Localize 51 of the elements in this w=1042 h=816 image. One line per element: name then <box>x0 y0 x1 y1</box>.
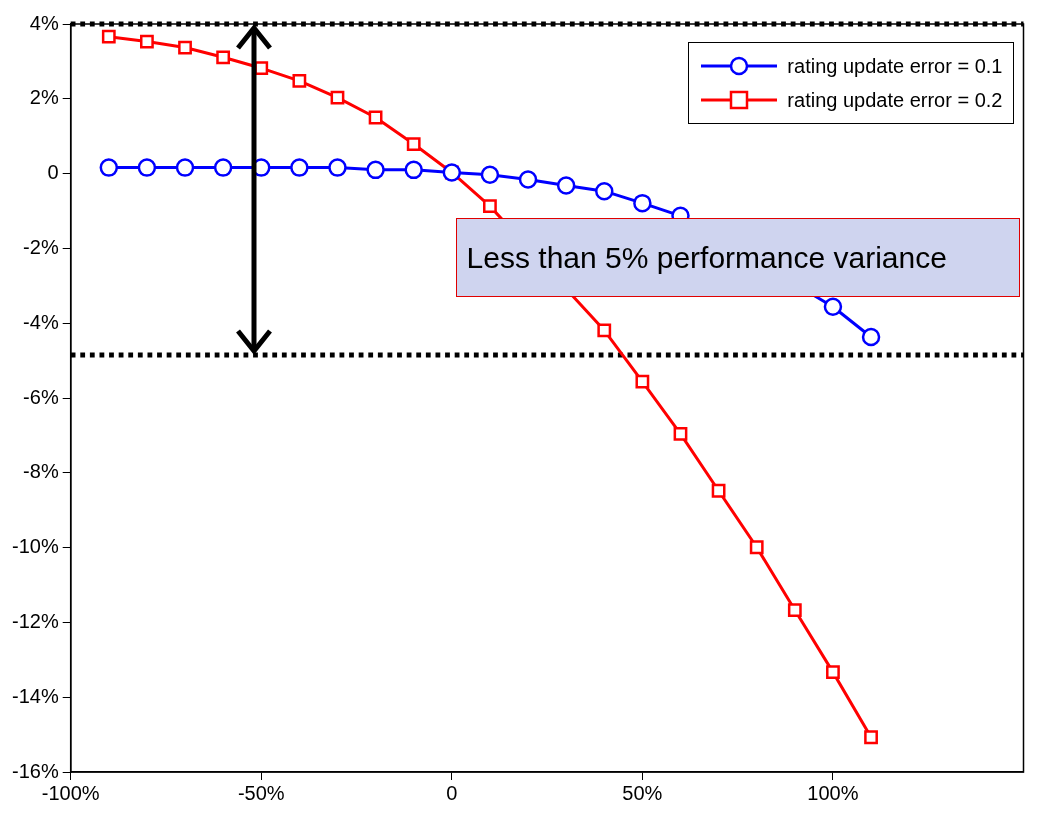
point <box>518 170 538 189</box>
y-tick-label: -16% <box>11 759 59 782</box>
point <box>823 297 843 316</box>
y-tick-label: -8% <box>23 460 59 483</box>
point <box>330 90 345 105</box>
point <box>290 158 309 177</box>
point <box>101 29 116 44</box>
y-tick-label: -12% <box>11 609 59 632</box>
point <box>595 181 614 201</box>
point <box>99 158 119 177</box>
point <box>633 193 652 213</box>
point <box>175 158 195 177</box>
point <box>213 158 233 177</box>
point <box>406 137 421 151</box>
point <box>673 427 688 441</box>
x-tick-label: 100% <box>807 781 859 804</box>
x-tick-label: -50% <box>237 781 285 804</box>
point <box>861 327 881 347</box>
y-tick-label: 2% <box>29 86 59 109</box>
x-tick-label: -100% <box>41 781 100 804</box>
point <box>178 40 192 55</box>
legend-label: rating update error = 0.2 <box>787 88 1003 112</box>
y-tick-label: -4% <box>23 310 59 333</box>
point <box>826 665 840 680</box>
x-tick-label: 0 <box>446 781 458 804</box>
point <box>137 158 157 177</box>
point <box>328 158 347 177</box>
y-tick-label: -6% <box>23 385 59 408</box>
x-tick-label: 50% <box>622 781 663 804</box>
point <box>292 73 307 88</box>
point <box>711 483 726 498</box>
legend-label: rating update error = 0.1 <box>787 54 1003 78</box>
point <box>140 34 154 49</box>
point <box>368 110 383 125</box>
point <box>864 730 878 745</box>
annotation: Less than 5% performance variance <box>455 218 1020 297</box>
point <box>366 160 385 180</box>
point <box>749 540 764 555</box>
point <box>787 603 802 617</box>
point <box>597 323 612 338</box>
y-tick-label: 4% <box>29 11 59 34</box>
point <box>483 199 497 214</box>
y-tick-label: -2% <box>23 235 59 258</box>
y-tick-label: 0 <box>47 161 59 184</box>
point <box>480 165 500 184</box>
point <box>216 50 231 65</box>
y-tick-label: -10% <box>11 535 59 558</box>
point <box>635 374 650 389</box>
point <box>404 160 423 180</box>
y-tick-label: -14% <box>11 684 59 707</box>
point <box>556 176 576 195</box>
